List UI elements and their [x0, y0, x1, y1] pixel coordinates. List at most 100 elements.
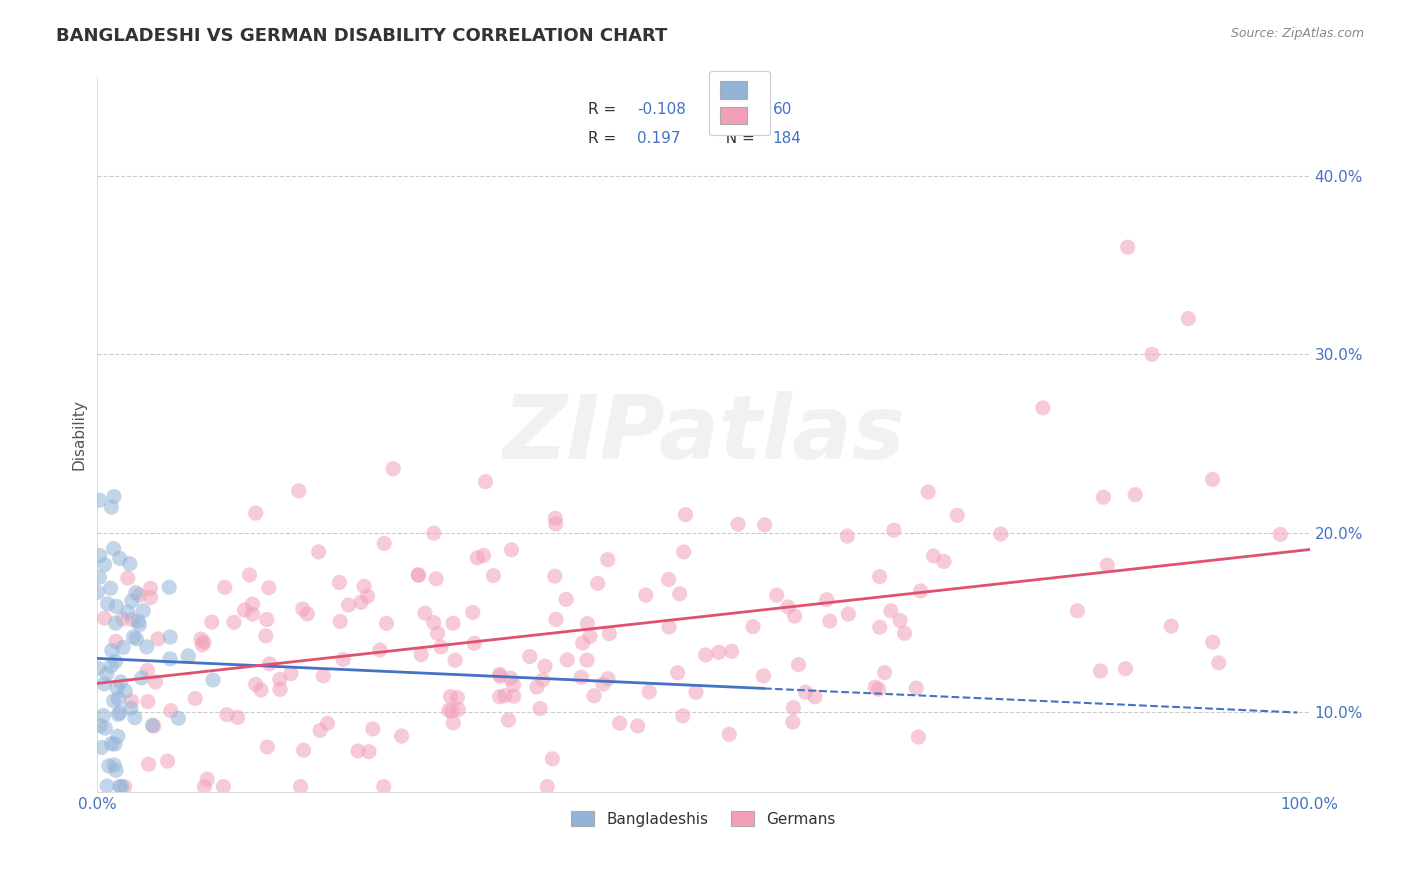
Point [488, 690, 510, 704]
Point [136, 695, 159, 709]
Point [869, 569, 891, 583]
Point [353, 579, 375, 593]
Point [408, 568, 430, 582]
Point [907, 730, 929, 744]
Point [233, 603, 256, 617]
Point [718, 727, 741, 741]
Point [329, 615, 352, 629]
Point [544, 511, 567, 525]
Point [132, 604, 155, 618]
Point [546, 612, 568, 626]
Point [245, 506, 267, 520]
Point [94, 721, 117, 735]
Point [114, 780, 136, 794]
Point [269, 673, 291, 687]
Point [89, 549, 111, 563]
Point [437, 703, 460, 717]
Point [97, 597, 120, 611]
Point [571, 636, 593, 650]
Point [104, 737, 127, 751]
Point [990, 527, 1012, 541]
Point [89, 570, 111, 584]
Point [156, 754, 179, 768]
Point [337, 598, 360, 612]
Text: 60: 60 [772, 102, 792, 117]
Point [214, 580, 236, 594]
Point [100, 737, 122, 751]
Point [1092, 490, 1115, 504]
Point [502, 689, 524, 703]
Point [922, 549, 945, 563]
Point [142, 719, 165, 733]
Point [245, 677, 267, 691]
Point [869, 620, 891, 634]
Point [93, 611, 115, 625]
Point [96, 779, 118, 793]
Point [107, 707, 129, 722]
Point [447, 702, 470, 716]
Point [138, 757, 160, 772]
Point [596, 553, 619, 567]
Point [195, 772, 218, 787]
Point [776, 599, 799, 614]
Point [122, 630, 145, 644]
Point [361, 722, 384, 736]
Point [658, 573, 681, 587]
Point [576, 616, 599, 631]
Point [89, 493, 111, 508]
Point [291, 602, 314, 616]
Text: 184: 184 [772, 130, 801, 145]
Text: BANGLADESHI VS GERMAN DISABILITY CORRELATION CHART: BANGLADESHI VS GERMAN DISABILITY CORRELA… [56, 27, 668, 45]
Point [256, 739, 278, 754]
Point [357, 589, 380, 603]
Point [139, 581, 162, 595]
Point [93, 558, 115, 572]
Point [754, 517, 776, 532]
Point [544, 516, 567, 531]
Point [280, 666, 302, 681]
Point [1201, 472, 1223, 486]
Point [191, 638, 214, 652]
Point [257, 581, 280, 595]
Point [121, 694, 143, 708]
Point [139, 591, 162, 605]
Point [596, 672, 619, 686]
Point [501, 542, 523, 557]
Point [128, 617, 150, 632]
Point [373, 780, 395, 794]
Point [290, 780, 312, 794]
Legend: Bangladeshis, Germans: Bangladeshis, Germans [564, 803, 844, 834]
Point [1270, 527, 1292, 541]
Point [863, 680, 886, 694]
Point [893, 626, 915, 640]
Point [103, 541, 125, 556]
Point [90, 740, 112, 755]
Point [105, 681, 128, 695]
Point [96, 666, 118, 681]
Point [494, 689, 516, 703]
Point [880, 604, 903, 618]
Point [391, 729, 413, 743]
Point [118, 557, 141, 571]
Point [93, 677, 115, 691]
Point [212, 780, 235, 794]
Point [1177, 311, 1199, 326]
Text: R =: R = [588, 102, 621, 117]
Point [308, 545, 330, 559]
Point [108, 706, 131, 720]
Point [439, 690, 461, 704]
Point [440, 704, 463, 718]
Point [783, 609, 806, 624]
Point [125, 632, 148, 646]
Point [441, 616, 464, 631]
Point [1202, 635, 1225, 649]
Point [536, 780, 558, 794]
Point [242, 597, 264, 611]
Point [441, 715, 464, 730]
Point [250, 683, 273, 698]
Point [350, 595, 373, 609]
Point [488, 667, 510, 681]
Point [222, 615, 245, 630]
Point [110, 675, 132, 690]
Point [269, 682, 291, 697]
